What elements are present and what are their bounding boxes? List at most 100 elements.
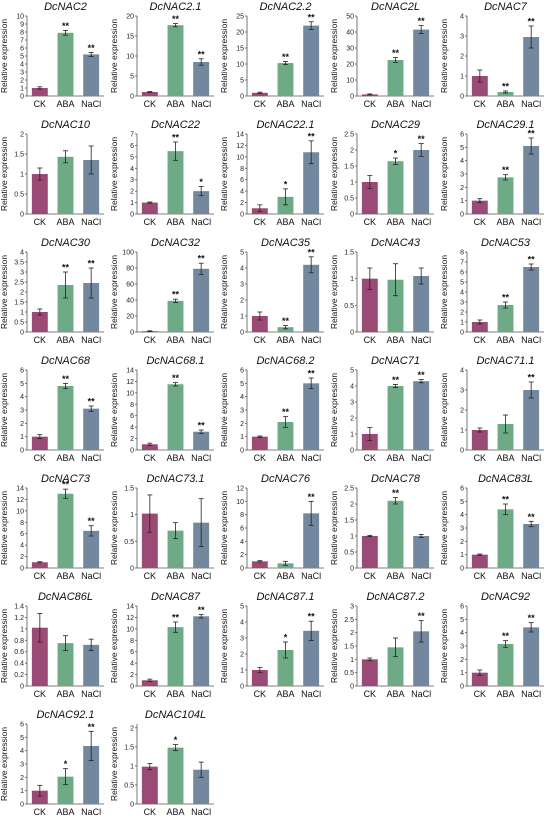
significance-marker: ** [308,492,316,502]
bar-nacl [83,746,100,804]
bar-ck [361,659,378,686]
bar-aba [497,92,514,96]
y-tick-label: 3 [460,34,464,41]
y-axis-label: Relative expression [219,491,229,565]
y-tick-label: 7 [130,132,134,139]
y-tick-label: 20 [126,14,134,21]
x-tick-label: NaCl [521,453,541,463]
x-tick-label: NaCl [191,335,211,345]
chart-panel: DcNAC73 Relative expression 0 2 4 6 8 10 12 14 CK *… [0,473,104,581]
x-tick-label: ABA [386,571,404,581]
bar-aba [387,500,404,568]
x-tick-label: ABA [276,453,294,463]
y-tick-label: 0 [460,94,464,101]
y-tick-label: 9 [20,22,24,29]
y-axis-label: Relative expression [439,255,449,329]
y-tick-label: 0 [20,684,24,691]
y-tick-label: 6 [460,486,464,493]
x-tick-label: NaCl [521,335,541,345]
chart-title: DcNAC73 [41,473,91,485]
x-tick-label: ABA [56,689,74,699]
x-tick-label: NaCl [81,453,101,463]
x-tick-label: NaCl [81,807,101,817]
x-tick-label: NaCl [411,335,431,345]
x-tick-label: NaCl [411,689,431,699]
bar-nacl [303,152,320,214]
y-tick-label: 2.5 [344,486,354,493]
bar-ck [31,436,48,450]
x-tick-label: NaCl [411,217,431,227]
y-tick-label: 3 [460,388,464,395]
chart-title: DcNAC92.1 [36,709,94,721]
bar-nacl [193,62,210,96]
y-axis-label: Relative expression [219,255,229,329]
y-tick-label: 12 [16,497,24,504]
y-tick-label: 0 [460,448,464,455]
y-tick-label: 2 [240,298,244,305]
y-tick-label: 1 [20,626,24,633]
y-tick-label: 20 [236,30,244,37]
y-tick-label: 6 [240,177,244,184]
significance-marker: ** [282,52,290,62]
y-tick-label: 0 [130,566,134,573]
y-tick-label: 4 [20,62,24,69]
y-tick-label: 20 [126,314,134,321]
y-tick-label: 0 [20,448,24,455]
significance-marker: ** [282,316,290,326]
y-tick-label: 0.5 [344,670,354,677]
significance-marker: ** [418,370,426,380]
chart-panel: DcNAC10 Relative expression 0 0.5 1 1.5 2 CK ABA… [0,119,104,227]
bar-nacl [83,530,100,568]
y-tick-label: 1.5 [14,300,24,307]
bar-nacl [303,264,320,332]
bar-nacl [523,524,540,568]
y-axis-label: Relative expression [0,373,9,447]
bar-ck [251,670,268,686]
y-axis-label: Relative expression [329,491,339,565]
y-tick-label: 3 [460,644,464,651]
y-tick-label: 6 [130,143,134,150]
y-tick-label: 2 [350,416,354,423]
y-tick-label: 2 [460,408,464,415]
bar-nacl [83,408,100,450]
x-tick-label: ABA [56,571,74,581]
x-tick-label: NaCl [301,453,321,463]
chart-panel: DcNAC53 Relative expression 0 1 2 3 4 5 6 7 8 CK ** A… [439,237,544,345]
y-tick-label: 0 [350,212,354,219]
y-tick-label: 6 [240,368,244,375]
chart-title: DcNAC87.1 [256,591,314,603]
bar-nacl [303,630,320,686]
x-tick-label: NaCl [411,453,431,463]
y-tick-label: 6 [460,132,464,139]
bar-aba [497,305,514,332]
x-tick-label: CK [474,453,487,463]
x-tick-label: ABA [276,689,294,699]
chart-title: DcNAC71 [371,355,420,367]
bar-aba [277,650,294,686]
y-tick-label: 1 [240,314,244,321]
y-tick-label: 6 [460,270,464,277]
x-tick-label: NaCl [191,571,211,581]
x-tick-label: NaCl [301,571,321,581]
y-tick-label: 2 [130,725,134,732]
bar-nacl [193,191,210,214]
significance-marker: * [199,177,203,187]
significance-marker: ** [308,612,316,622]
y-tick-label: 3 [20,762,24,769]
significance-marker: ** [172,290,180,300]
x-tick-label: ABA [166,99,184,109]
y-tick-label: 5 [20,54,24,61]
bar-aba [167,384,184,450]
x-tick-label: CK [254,689,267,699]
x-tick-label: CK [474,335,487,345]
bar-ck [31,174,48,214]
y-tick-label: 6 [20,722,24,729]
y-tick-label: 10 [236,499,244,506]
y-tick-label: 3 [240,408,244,415]
bar-ck [141,766,158,804]
bar-aba [497,177,514,214]
significance-marker: ** [528,17,536,27]
bar-ck [251,92,268,96]
